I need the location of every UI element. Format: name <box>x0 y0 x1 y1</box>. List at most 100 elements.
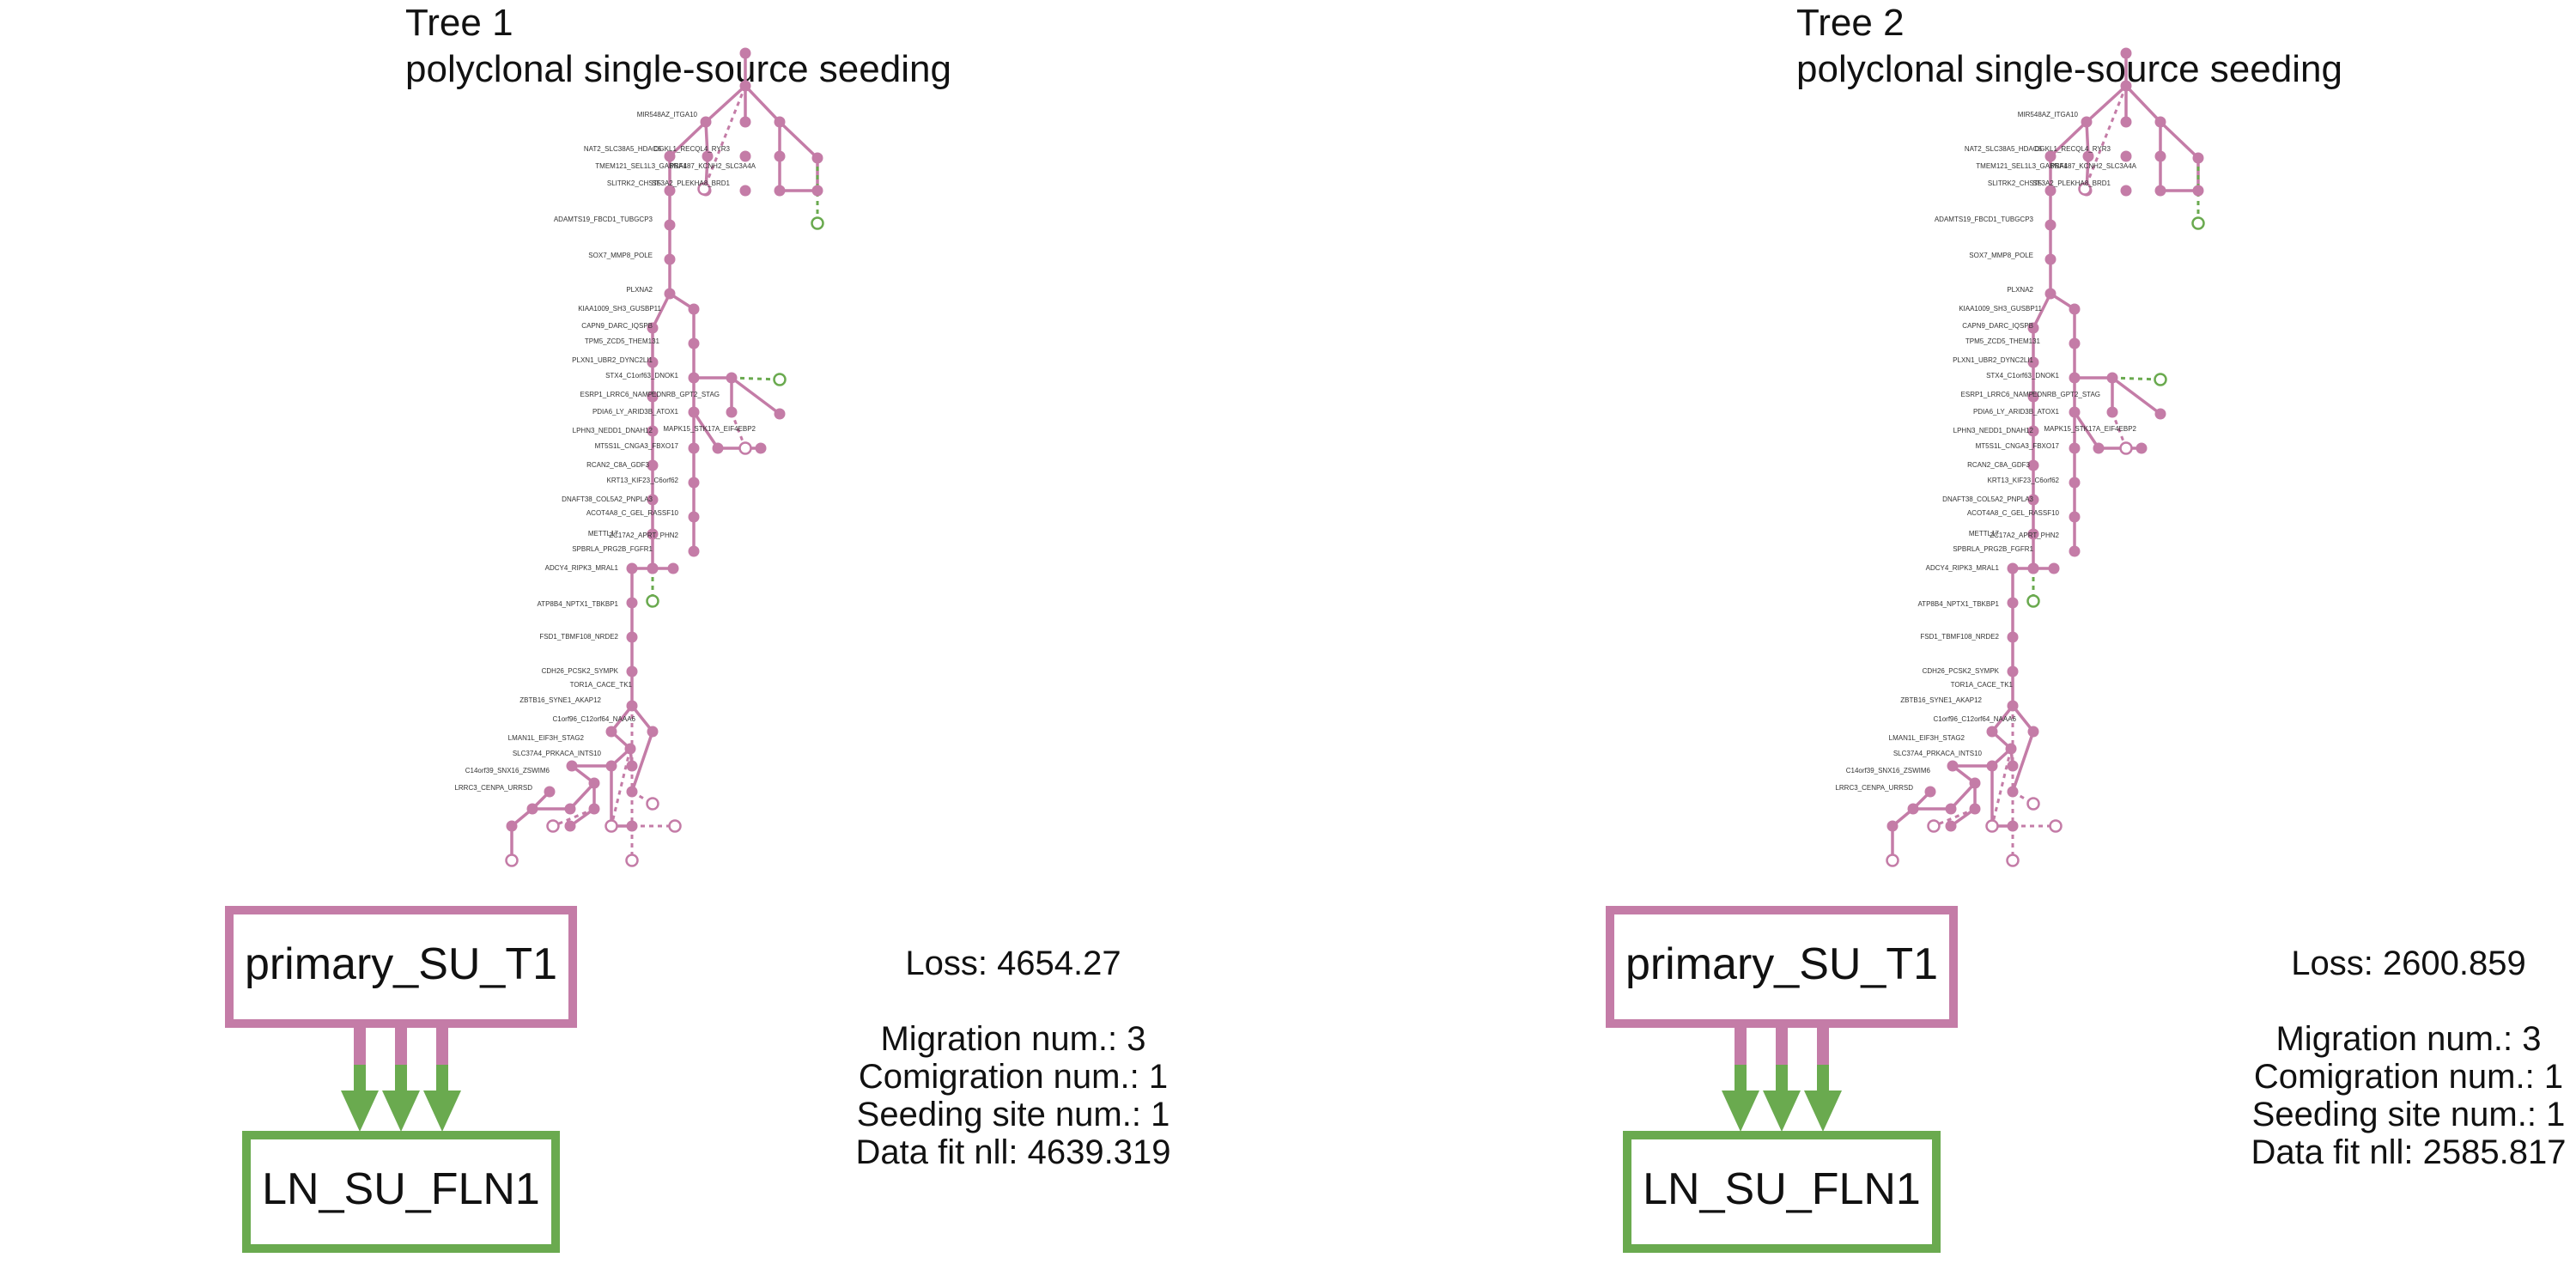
tree-node <box>2136 442 2148 454</box>
source-site-label: primary_SU_T1 <box>1625 939 1938 989</box>
tree-node <box>2106 372 2118 384</box>
tree-node <box>2120 116 2132 128</box>
tree-node <box>626 597 638 609</box>
migration-arrowhead <box>1763 1091 1801 1132</box>
tree-node <box>664 219 676 231</box>
tree-node <box>700 116 712 128</box>
tree-edge <box>2049 120 2088 158</box>
tree-node <box>2027 562 2039 574</box>
tree-node-label: STX4_C1orf63_DNOK1 <box>1986 372 2059 380</box>
tree-node-label: C1orf96_C12orf64_NAAA6 <box>552 715 635 723</box>
tree-node <box>2120 150 2132 162</box>
tree-node <box>688 337 700 349</box>
tree-node <box>647 391 659 403</box>
tree-node <box>2069 406 2081 418</box>
data-fit-nll: Data fit nll: 2585.817 <box>2251 1133 2567 1171</box>
tree-node-label: PLXNA2 <box>2007 286 2033 294</box>
tree-edge <box>2111 376 2162 416</box>
tree-node-label: TPM5_ZCD5_THEM131 <box>1965 337 2041 345</box>
tree-node <box>739 185 751 197</box>
tree-title-text: Tree 2 <box>1796 2 1905 44</box>
tree-edge <box>778 120 819 160</box>
tree-node <box>2154 150 2166 162</box>
tree-node <box>2027 726 2039 738</box>
tree-edge <box>568 781 596 811</box>
tree-edge-dashed <box>730 411 747 449</box>
tree-node <box>624 743 636 755</box>
tree-node-label: PDIA6_LY_ARID3B_ATOX1 <box>1973 408 2060 416</box>
tree-panel-2: Tree 2 polyclonal single-source seeding M… <box>1391 0 2576 1288</box>
tree-node <box>2027 391 2039 403</box>
tree-node <box>647 494 659 506</box>
tree-node <box>605 726 617 738</box>
tree-leaf-node <box>697 182 711 196</box>
tree-node <box>2192 185 2204 197</box>
tree-node-label: MIR548AZ_ITGA10 <box>637 111 698 118</box>
tree-node-label: MT5S1L_CNGA3_FBXO17 <box>1976 442 2060 450</box>
tree-node-label: CAPN9_DARC_IQSPB <box>1962 322 2033 330</box>
tree-leaf-node <box>605 819 618 833</box>
clone-tree-and-migration-graph: MIR548AZ_ITGA10 NAT2_SLC38A5_HDAC6DGKL1_R… <box>225 47 824 1253</box>
tree-node <box>588 803 600 815</box>
tree-node <box>664 288 676 300</box>
tree-node <box>2007 786 2019 798</box>
tree-node-label: STX4_C1orf63_DNOK1 <box>605 372 678 380</box>
tree-edge-dashed <box>702 85 747 190</box>
tree-node-label: ADCY4_RIPK3_MRAL1 <box>545 564 619 572</box>
tree-leaf-node <box>2026 594 2040 608</box>
tree-node <box>2069 511 2081 523</box>
tree-node <box>1986 760 1998 772</box>
tree-node <box>712 442 724 454</box>
tree-node <box>626 562 638 574</box>
tree-node <box>1886 820 1899 832</box>
tree-node-label: ACOT4A8_C_GEL_RASSF10 <box>586 509 679 517</box>
tree-node <box>664 253 676 265</box>
tree-leaf-node <box>1927 819 1941 833</box>
tree-node <box>688 406 700 418</box>
tree-node <box>688 372 700 384</box>
target-site-box <box>1623 1131 1941 1253</box>
target-site-box <box>242 1131 560 1253</box>
tree-node-label: RCAN2_C8A_GDF3 <box>586 461 649 469</box>
tree-subtitle: polyclonal single-source seeding <box>405 48 951 90</box>
tree-node <box>2106 406 2118 418</box>
migration-arrowhead <box>1722 1091 1759 1132</box>
tree-leaf-node <box>1985 819 1999 833</box>
tree-node <box>647 726 659 738</box>
tree-node <box>726 406 738 418</box>
tree-leaf-node <box>2006 854 2020 867</box>
tree-node <box>774 116 786 128</box>
tree-node-label: SLC37A4_PRKACA_INTS10 <box>513 750 602 757</box>
tree-node <box>1986 726 1998 738</box>
tree-leaf-node <box>773 373 787 386</box>
tree-node <box>605 760 617 772</box>
tree-edge <box>651 293 671 329</box>
tree-edge-dashed <box>2083 85 2128 190</box>
tree-node <box>626 820 638 832</box>
tree-node-label: LPHN3_NEDD1_DNAH12 <box>573 427 653 434</box>
tree-title-text: Tree 1 <box>405 2 513 44</box>
migration-edges <box>1722 1027 1842 1132</box>
migration-arrowhead <box>1804 1091 1842 1132</box>
tree-leaf-node <box>646 797 659 811</box>
tree-subtitle: polyclonal single-source seeding <box>1796 48 2342 90</box>
loss-value: Loss: 4654.27 <box>905 945 1121 982</box>
tree-edge <box>704 121 709 157</box>
tree-node-label: ZBTB16_SYNE1_AKAP12 <box>1900 696 1982 704</box>
tree-node-label: SPBRLA_PRG2B_FGFR1 <box>1953 545 2033 553</box>
tree-node-label: SF3A2_PLEKHA8_BRD1 <box>652 179 730 187</box>
tree-node <box>2007 562 2019 574</box>
tree-node <box>688 511 700 523</box>
tree-edge <box>704 84 747 124</box>
target-site-label: LN_SU_FLN1 <box>1643 1164 1921 1214</box>
comigration-count: Comigration num.: 1 <box>858 1058 1169 1096</box>
tree-edge-dashed <box>731 376 781 381</box>
tree-edge <box>692 411 720 449</box>
tree-stats: Loss: 4654.27 Migration num.: 3 Comigrat… <box>816 945 1211 1171</box>
tree-edge <box>2011 731 2035 793</box>
tree-title: Tree 1 polyclonal single-source seeding <box>405 0 951 93</box>
tree-edge <box>668 120 708 158</box>
tree-node-label: PLXN1_UBR2_DYNC2LI1 <box>1953 356 2033 364</box>
tree-node-label: ACOT4A8_C_GEL_RASSF10 <box>1967 509 2060 517</box>
tree-node-label: ZC17A2_APRT_PHN2 <box>1990 532 2059 539</box>
